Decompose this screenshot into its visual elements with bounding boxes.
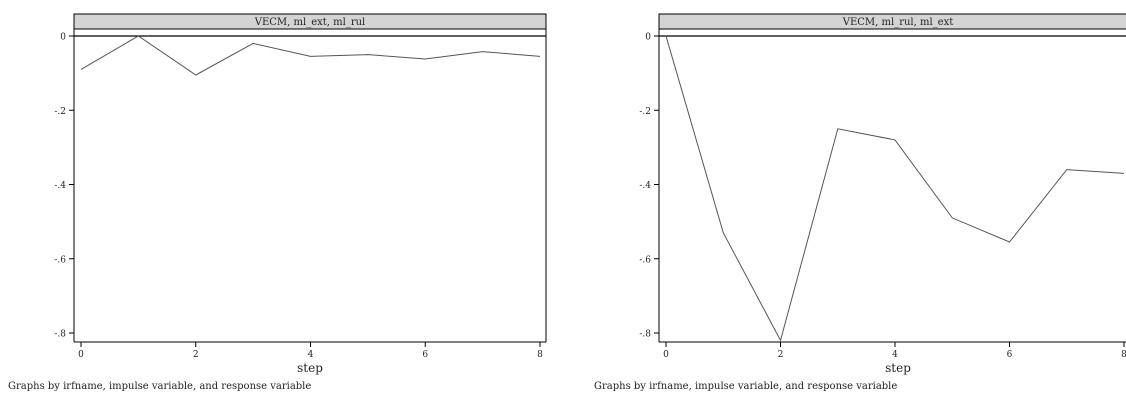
x-axis-title: step [297, 361, 323, 375]
chart-panel-left: VECM, ml_ext, ml_rul 0 -.2 -.4 -.6 -.8 0 2 4 6 8 st… [0, 0, 560, 394]
x-tick-label: 6 [422, 350, 428, 360]
irf-series-line [665, 35, 1125, 342]
x-tick-label: 2 [778, 350, 784, 360]
chart-note-left: Graphs by irfname, impulse variable, and… [8, 381, 312, 392]
x-tick-label: 8 [1121, 350, 1126, 360]
y-tick-label: -.2 [54, 107, 66, 117]
y-tick-label: -.6 [639, 255, 651, 265]
chart-title: VECM, ml_rul, ml_ext [842, 17, 953, 28]
chart-title: VECM, ml_ext, ml_rul [254, 17, 365, 28]
y-tick-label: -.8 [54, 330, 66, 340]
x-tick-label: 6 [1007, 350, 1013, 360]
chart-note-right: Graphs by irfname, impulse variable, and… [594, 381, 898, 392]
x-tick-label: 0 [663, 350, 669, 360]
chart-panel-right: VECM, ml_rul, ml_ext 0 -.2 -.4 -.6 -.8 0 2 4 6 8 st… [586, 0, 1126, 394]
y-tick-label: -.4 [639, 181, 651, 191]
title-band [658, 13, 1126, 30]
irf-chart-left: VECM, ml_ext, ml_rul 0 -.2 -.4 -.6 -.8 0 2 4 6 8 st… [54, 13, 547, 375]
y-tick-label: -.2 [639, 107, 651, 117]
x-tick-label: 2 [193, 350, 199, 360]
y-tick-label: 0 [645, 33, 651, 43]
x-tick-label: 4 [308, 350, 314, 360]
y-tick-label: 0 [60, 33, 66, 43]
x-tick-label: 4 [892, 350, 898, 360]
x-tick-label: 8 [537, 350, 543, 360]
irf-chart-right: VECM, ml_rul, ml_ext 0 -.2 -.4 -.6 -.8 0 2 4 6 8 st… [639, 13, 1126, 375]
x-tick-label: 0 [78, 350, 84, 360]
y-tick-label: -.4 [54, 181, 66, 191]
x-axis-title: step [885, 361, 911, 375]
irf-series-line [80, 35, 541, 76]
title-band [73, 13, 547, 30]
y-tick-label: -.8 [639, 330, 651, 340]
y-tick-label: -.6 [54, 255, 66, 265]
